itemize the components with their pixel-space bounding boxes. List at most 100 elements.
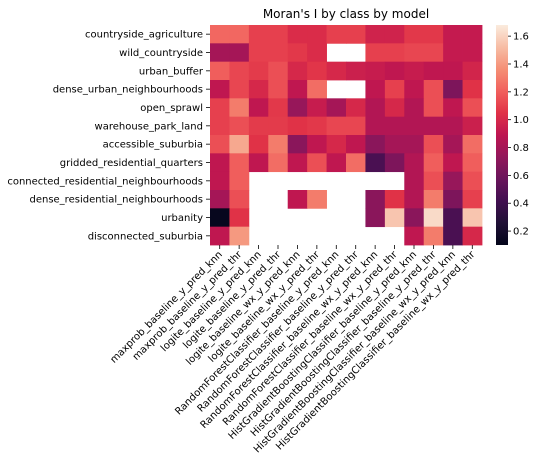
heatmap-cell [287,135,308,154]
heatmap-cell [365,135,386,154]
column-labels: maxprob_baseline_y_pred_knnmaxprob_basel… [109,245,478,455]
heatmap-cell [268,116,289,136]
heatmap-cell [404,208,425,228]
heatmap-cell [462,43,483,63]
heatmap-cell [404,135,425,154]
heatmap-cell [404,98,425,118]
heatmap-cell [346,61,366,81]
heatmap-cell [384,116,405,136]
heatmap-cell [365,153,386,173]
heatmap-cell [287,43,308,63]
heatmap-cell [268,153,289,173]
heatmap-cell [462,61,483,81]
heatmap-cell [423,25,444,44]
heatmap-cell [443,135,463,154]
heatmap-cell [384,80,405,99]
heatmap-cell [384,190,405,209]
heatmap-cell [423,135,444,154]
heatmap-cell [423,98,444,118]
heatmap-cell [365,25,386,44]
heatmap-cell [210,98,230,118]
heatmap-cell [248,98,269,118]
row-label: gridded_residential_quarters [60,158,203,169]
heatmap-cell [404,80,425,99]
heatmap-cell [229,190,250,209]
heatmap-cell [404,61,425,81]
heatmap-cell [307,190,327,209]
heatmap-cell [443,80,463,99]
heatmap-cell [210,43,230,63]
heatmap-cell [462,190,483,209]
heatmap-cell [268,43,289,63]
heatmap-cell [423,43,444,63]
heatmap-cell [229,25,250,44]
row-label: wild_countryside [119,48,203,59]
heatmap-cell [210,135,230,154]
heatmap-cell [248,116,269,136]
heatmap-cell [423,190,444,209]
heatmap-cell [365,80,386,99]
heatmap-cell [210,61,230,81]
heatmap-cell [404,171,425,191]
heatmap-cell [210,226,230,246]
heatmap-cell [404,226,425,246]
heatmap-cell [462,25,483,44]
heatmap-cell [404,190,425,209]
heatmap-cell [443,208,463,228]
heatmap-cell [287,61,308,81]
heatmap-cell [326,61,347,81]
colorbar-tick-label: 0.2 [513,227,529,238]
heatmap-cell [307,153,327,173]
heatmap-cell [268,25,289,44]
heatmap-cell [268,98,289,118]
heatmap-cell [365,43,386,63]
heatmap-cell [404,153,425,173]
heatmap-cell [326,135,347,154]
heatmap-cell [404,116,425,136]
heatmap-cell [268,80,289,99]
heatmap-cell [462,153,483,173]
heatmap-cell [423,80,444,99]
row-label: warehouse_park_land [95,121,203,132]
heatmap-cell [423,171,444,191]
heatmap-cell [443,226,463,246]
heatmap-cell [443,190,463,209]
heatmap-cell [423,61,444,81]
heatmap-cell [384,153,405,173]
heatmap-cell [443,61,463,81]
heatmap-cell [229,80,250,99]
heatmap-cell [443,98,463,118]
colorbar-tick-label: 1.6 [513,32,529,43]
heatmap-cell [326,25,347,44]
heatmap-cell [210,190,230,209]
heatmap-cell [307,25,327,44]
heatmap-cell [248,61,269,81]
heatmap-cell [462,208,483,228]
heatmap-cell [462,135,483,154]
heatmap-cell [307,80,327,99]
heatmap-cell [229,116,250,136]
colorbar-gradient [496,25,508,245]
heatmap-cell [287,116,308,136]
heatmap-cell [287,25,308,44]
heatmap-cell [462,116,483,136]
colorbar-tick-label: 1.0 [513,115,529,126]
row-labels: countryside_agriculture wild_countrysideu… [7,30,210,242]
heatmap-cell [229,61,250,81]
heatmap-cell [404,25,425,44]
colorbar-tick-label: 1.2 [513,87,529,98]
row-label: urbanity [161,213,203,224]
heatmap-cells [210,25,483,246]
heatmap-cell [287,80,308,99]
heatmap-cell [443,116,463,136]
row-label: urban_buffer [139,66,204,77]
heatmap-cell [307,98,327,118]
heatmap-cell [365,208,386,228]
heatmap-cell [423,208,444,228]
row-label: countryside_agriculture [85,30,203,41]
heatmap-cell [384,61,405,81]
heatmap-cell [346,153,366,173]
row-label: accessible_suburbia [103,140,203,151]
heatmap-cell [287,190,308,209]
